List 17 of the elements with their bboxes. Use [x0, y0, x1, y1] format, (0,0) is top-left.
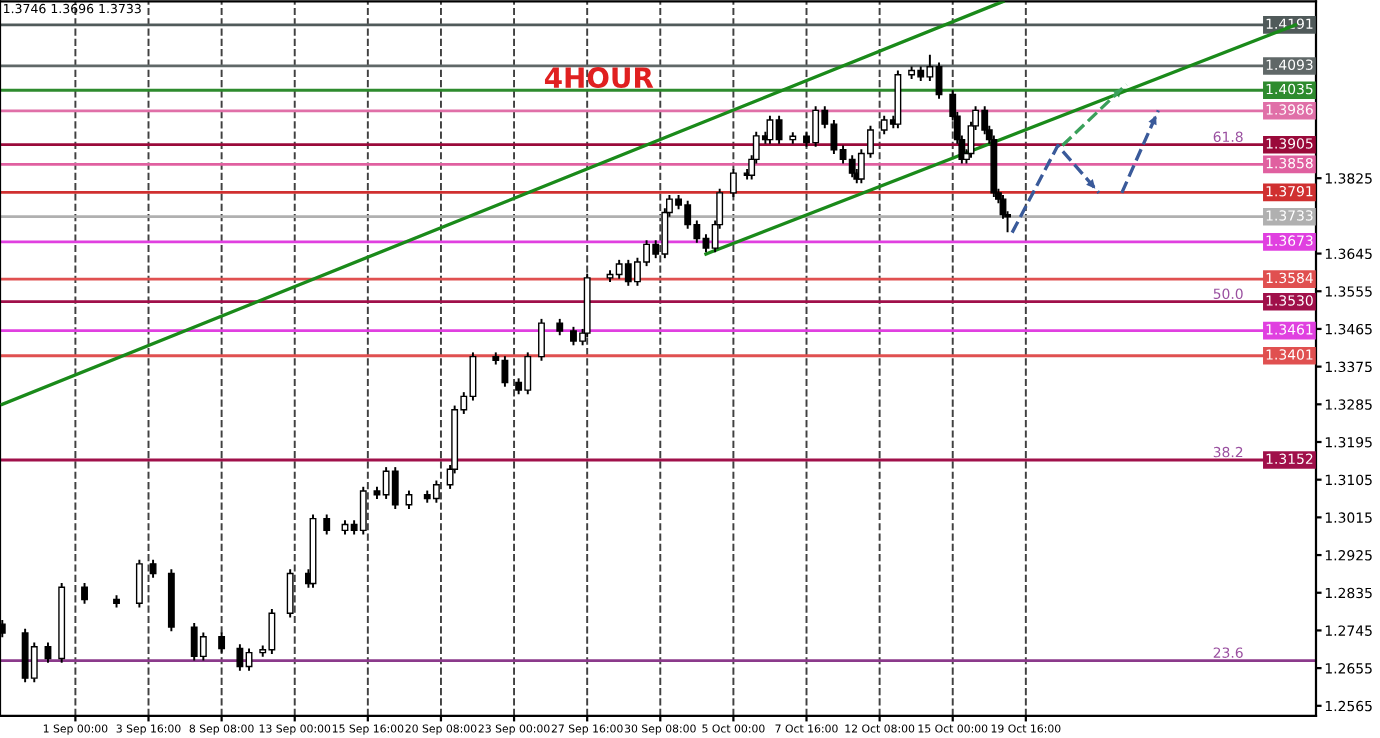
candlestick	[359, 485, 367, 536]
candlestick	[81, 582, 88, 605]
candlestick	[405, 489, 413, 510]
candlestick	[775, 114, 783, 145]
candlestick	[236, 643, 244, 672]
candlestick	[391, 466, 399, 510]
candlestick	[149, 558, 157, 579]
candlestick	[135, 558, 143, 609]
candlestick	[880, 114, 888, 136]
candlestick	[218, 631, 226, 654]
candlestick	[432, 479, 440, 504]
candlestick	[199, 631, 207, 662]
text: 4HOUR	[544, 67, 654, 89]
candlestick	[286, 568, 294, 619]
candlestick	[538, 317, 545, 362]
candlestick	[323, 513, 331, 536]
candlestick	[729, 168, 737, 198]
